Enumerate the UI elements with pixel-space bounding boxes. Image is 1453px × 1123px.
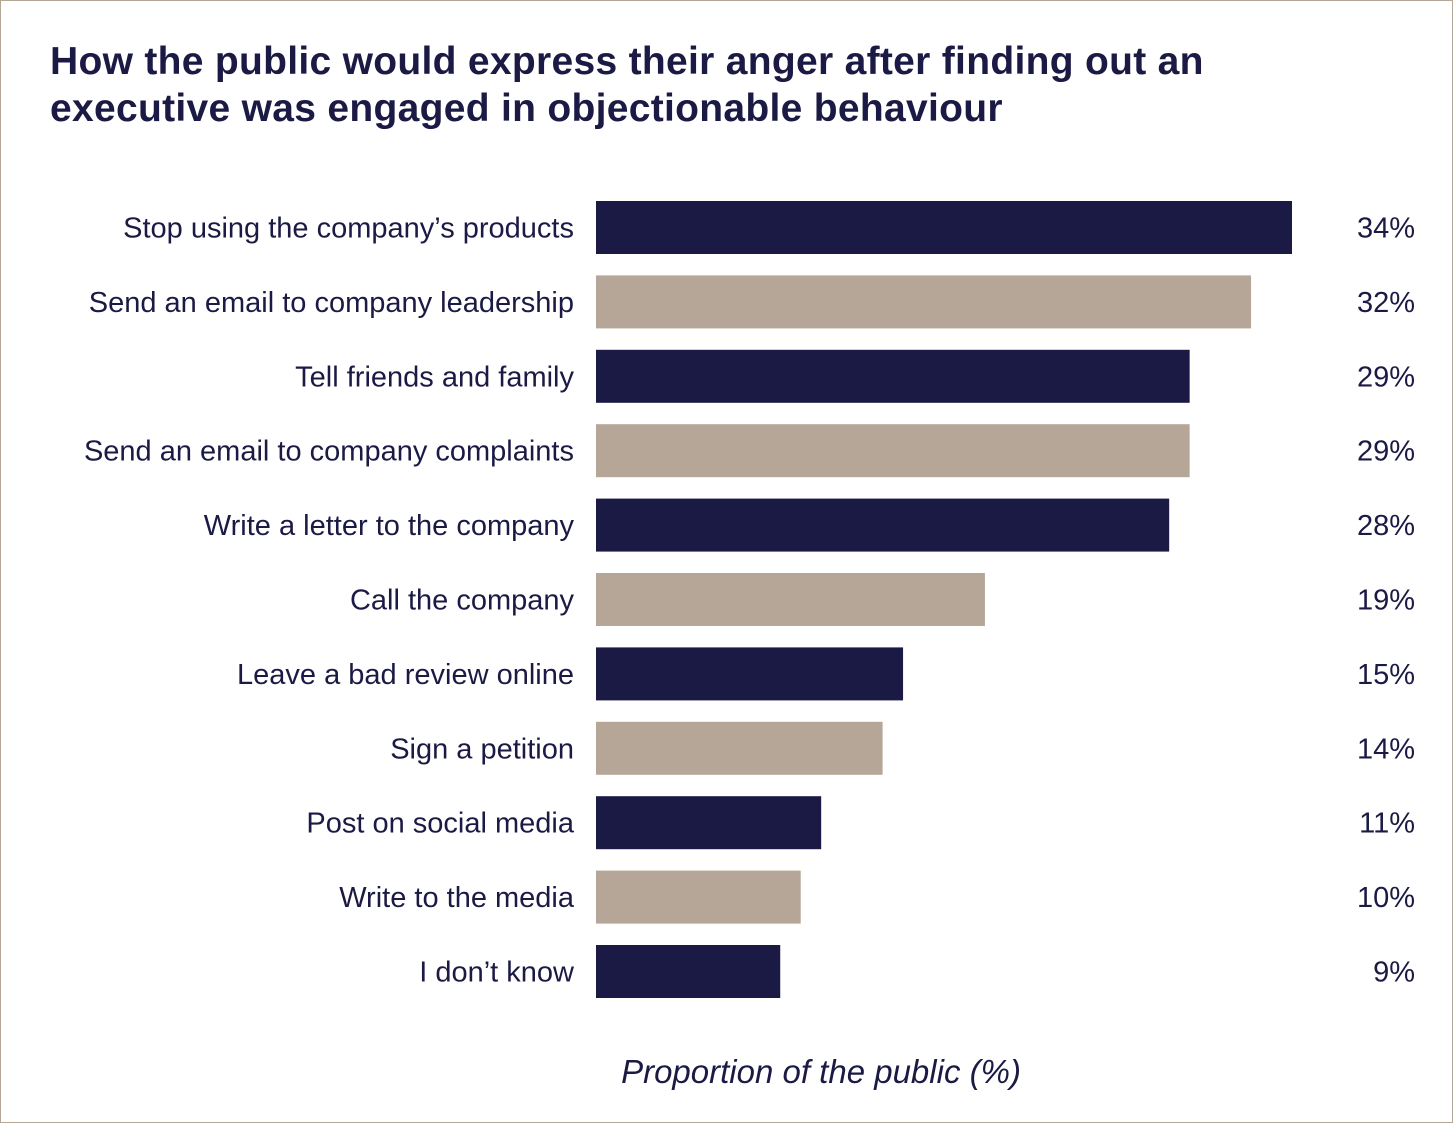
category-label: I don’t know <box>419 957 575 989</box>
category-labels: Stop using the company’s products Send an… <box>84 213 575 989</box>
value-label: 9% <box>1373 957 1415 989</box>
value-label: 29% <box>1357 361 1415 393</box>
category-label: Write to the media <box>339 882 575 914</box>
value-label: 32% <box>1357 287 1415 319</box>
value-label: 14% <box>1357 733 1415 765</box>
category-label: Sign a petition <box>390 733 574 765</box>
category-label: Tell friends and family <box>295 361 574 393</box>
category-label: Stop using the company’s products <box>123 213 574 245</box>
bar-i-don-t-know <box>596 945 781 998</box>
bar-write-to-the-media <box>596 870 801 924</box>
category-label: Post on social media <box>306 808 574 840</box>
value-label: 15% <box>1357 659 1415 691</box>
bar-send-an-email-to-company-leadership <box>596 275 1252 329</box>
bars-group <box>596 201 1292 998</box>
bar-send-an-email-to-company-complaints <box>596 424 1190 478</box>
category-label: Send an email to company leadership <box>89 287 574 319</box>
chart-title: How the public would express their anger… <box>50 40 1204 130</box>
value-labels: 34% 32% 29% 29% 28% 19% 15% 14% 11% 10% 9% <box>1357 213 1415 989</box>
bar-post-on-social-media <box>596 796 822 850</box>
bar-leave-a-bad-review-online <box>596 647 904 701</box>
value-label: 10% <box>1357 882 1415 914</box>
category-label: Write a letter to the company <box>204 510 575 542</box>
value-label: 11% <box>1359 808 1415 840</box>
bar-write-a-letter-to-the-company <box>596 498 1170 552</box>
bar-stop-using-the-company-s-products <box>596 201 1292 254</box>
x-axis-title: Proportion of the public (%) <box>621 1053 1021 1090</box>
bar-call-the-company <box>596 573 985 626</box>
value-label: 19% <box>1357 585 1415 617</box>
value-label: 29% <box>1357 436 1415 468</box>
category-label: Leave a bad review online <box>237 659 574 691</box>
bar-sign-a-petition <box>596 721 883 775</box>
bar-tell-friends-and-family <box>596 349 1190 403</box>
value-label: 34% <box>1357 213 1415 245</box>
category-label: Send an email to company complaints <box>84 436 574 468</box>
category-label: Call the company <box>350 585 575 617</box>
value-label: 28% <box>1357 510 1415 542</box>
